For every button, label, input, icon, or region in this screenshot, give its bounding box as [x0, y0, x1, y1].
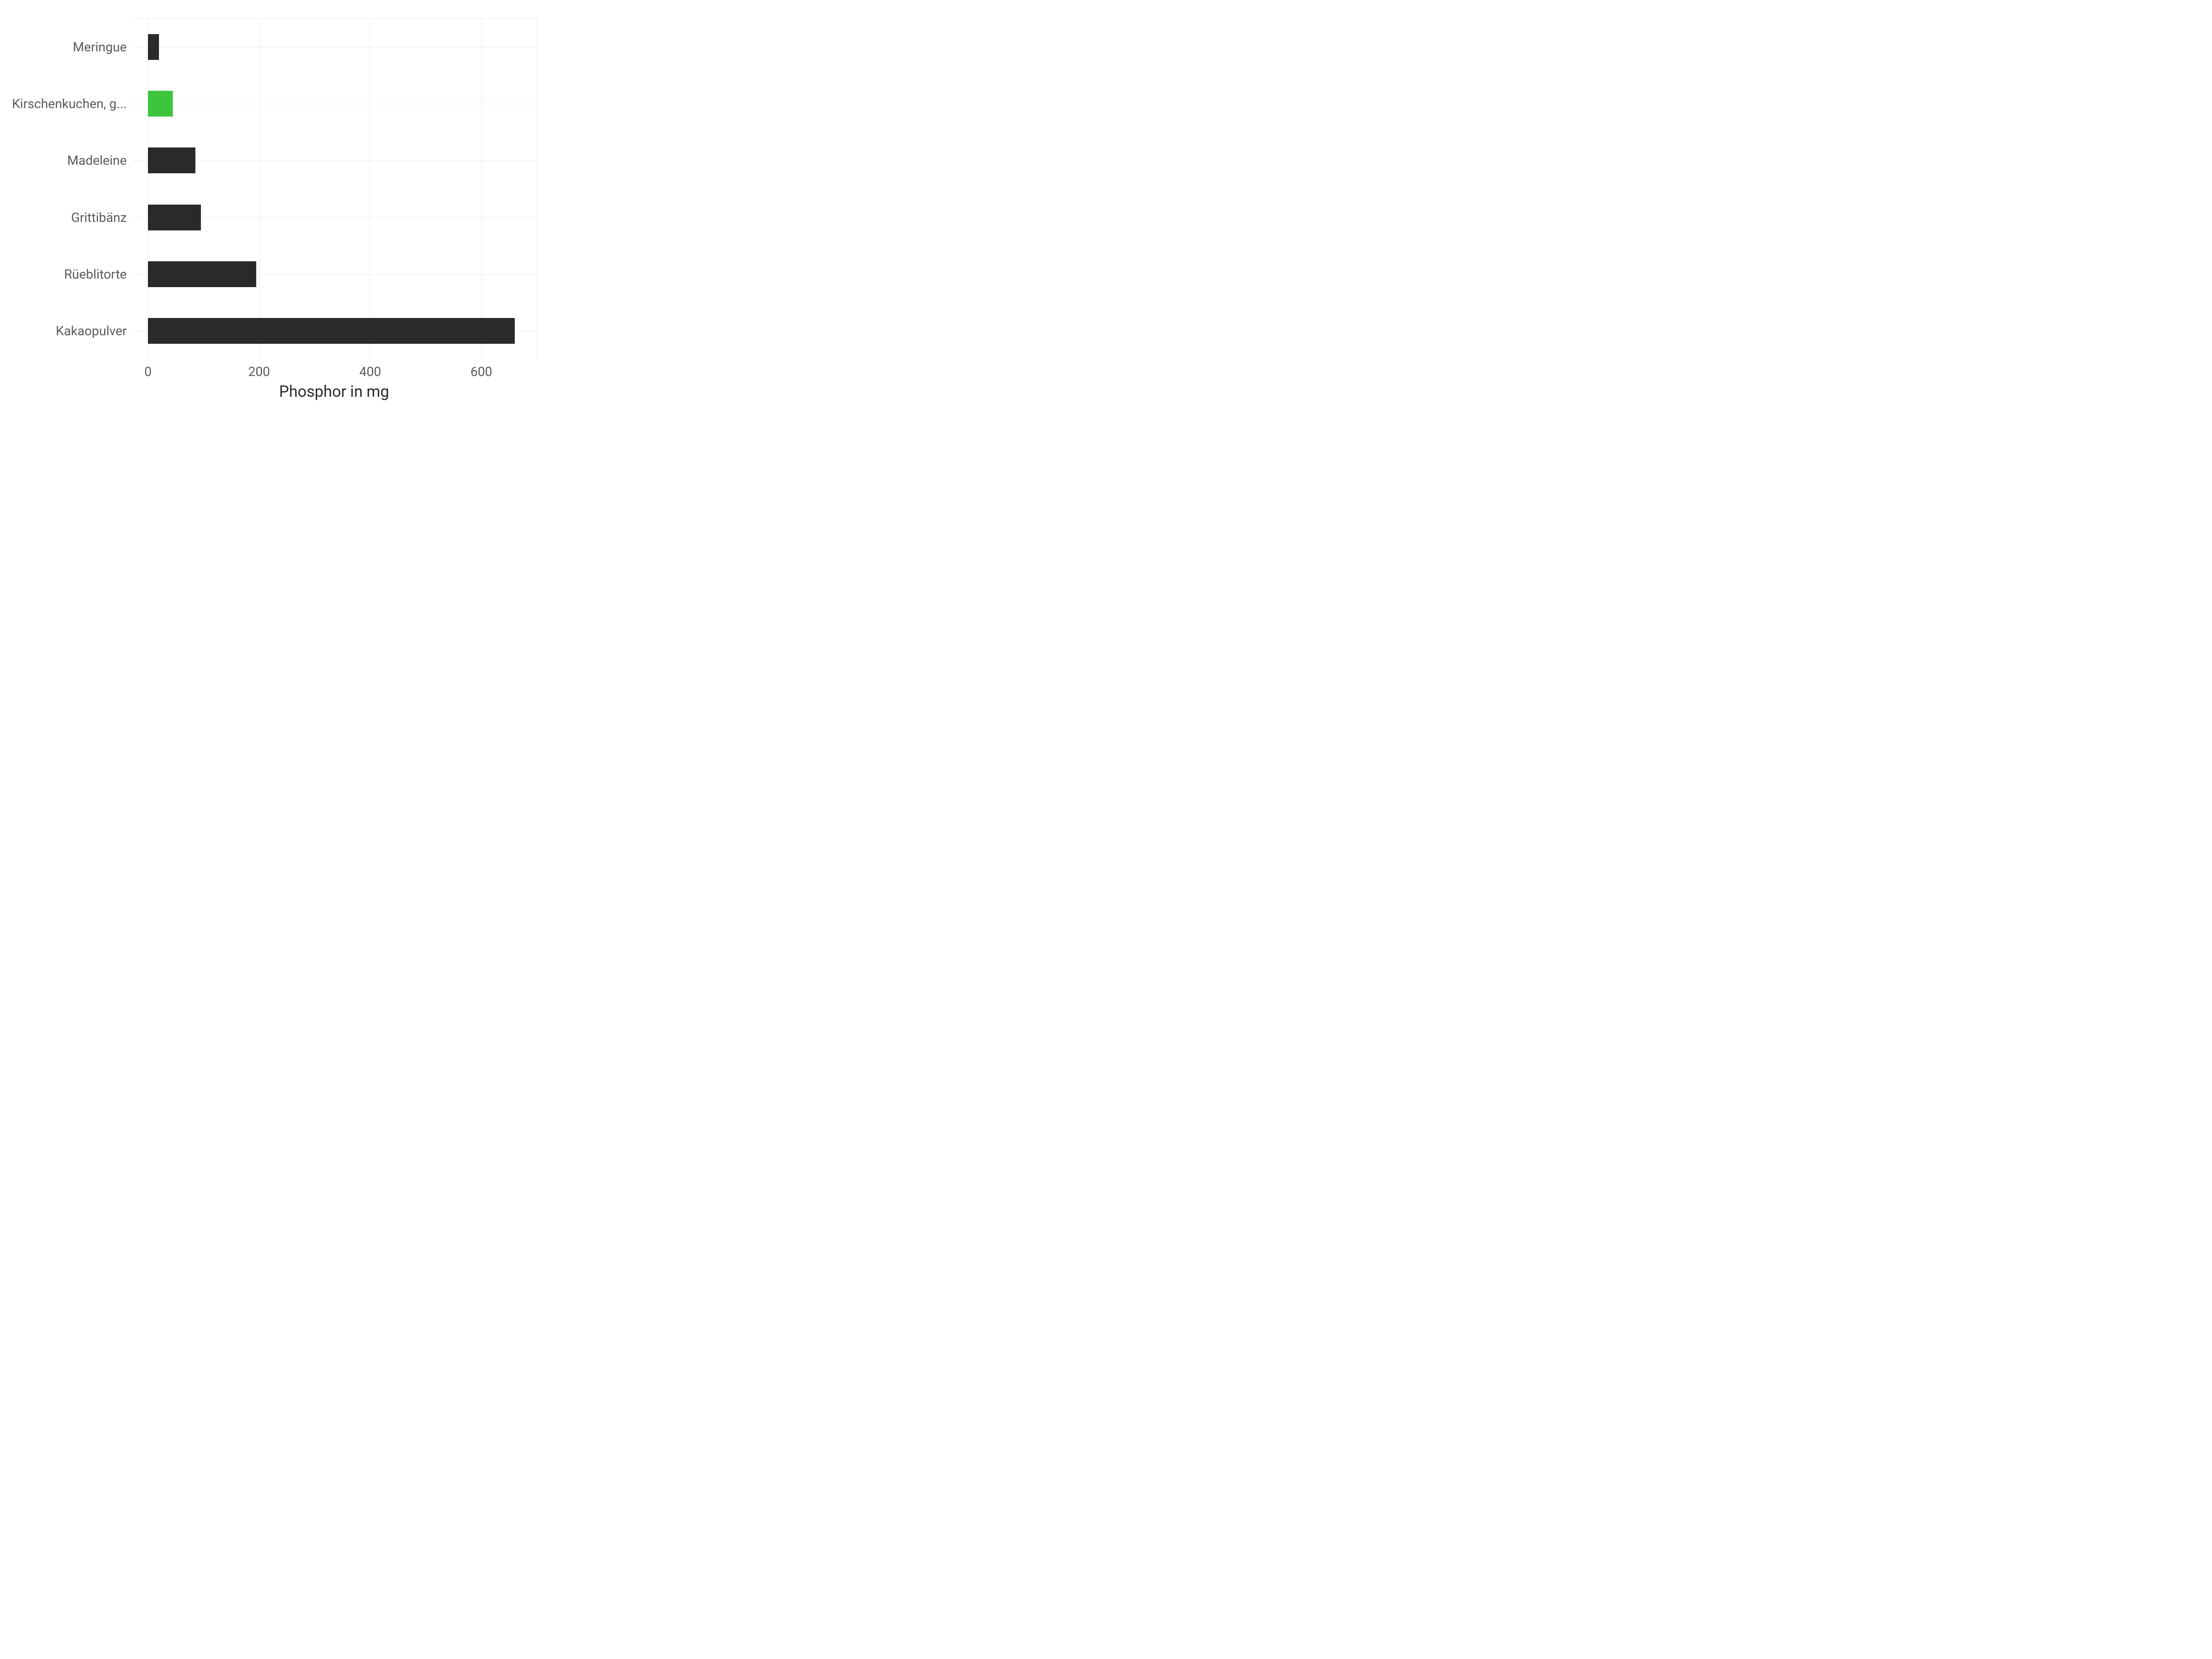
x-axis-title: Phosphor in mg — [131, 382, 537, 401]
y-category-label: Kakaopulver — [56, 324, 127, 339]
x-tick-label: 600 — [471, 364, 492, 379]
x-tick-label: 200 — [248, 364, 270, 379]
y-category-label: Rüeblitorte — [64, 267, 127, 282]
chart-container: Phosphor in mg 0 200 400 600 Meringue Kirsche… — [0, 0, 553, 415]
y-category-label: Meringue — [73, 39, 127, 54]
x-tick-label: 400 — [359, 364, 381, 379]
bar — [148, 91, 173, 117]
x-tick-label: 0 — [144, 364, 152, 379]
bar — [148, 147, 195, 173]
bar — [148, 261, 256, 287]
bar — [148, 205, 201, 230]
grid-line-vertical — [481, 18, 482, 359]
plot-top-border — [131, 18, 537, 19]
bar — [148, 34, 159, 60]
y-category-label: Grittibänz — [71, 210, 127, 225]
plot-area — [131, 18, 537, 359]
y-category-label: Madeleine — [67, 153, 127, 168]
y-category-label: Kirschenkuchen, g... — [12, 96, 127, 112]
grid-line-vertical — [370, 18, 371, 359]
plot-right-border — [536, 18, 537, 359]
bar — [148, 318, 515, 344]
